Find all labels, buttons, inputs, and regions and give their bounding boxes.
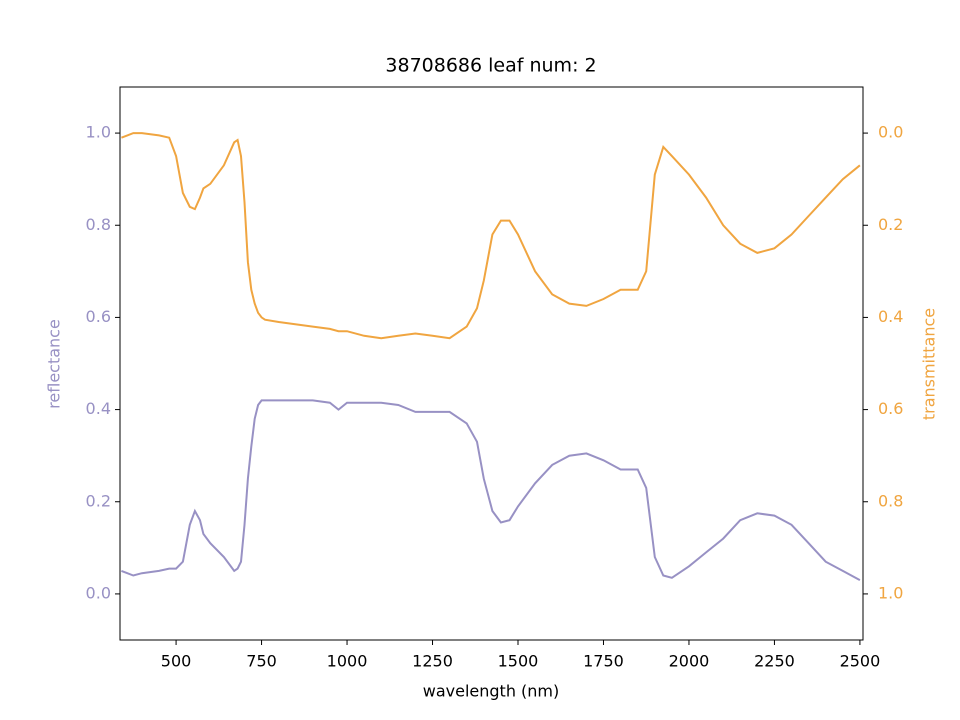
y-tick-label: 0.6 [86,307,111,326]
x-tick-label: 1500 [498,652,539,671]
x-tick-label: 1250 [412,652,453,671]
y2-tick-label: 0.8 [878,491,903,510]
x-tick-label: 2500 [840,652,881,671]
x-tick-label: 750 [246,652,277,671]
x-tick-label: 2250 [754,652,795,671]
y2-tick-label: 0.4 [878,307,903,326]
y-tick-label: 0.0 [86,583,111,602]
y-tick-label: 0.2 [86,491,111,510]
y-tick-label: 0.4 [86,399,111,418]
y2-tick-label: 0.2 [878,215,903,234]
y2-tick-label: 1.0 [878,583,903,602]
series-line [121,132,861,340]
y-axis-label: reflectance [45,319,64,409]
y2-axis-label: transmittance [920,308,939,420]
x-tick-label: 1750 [583,652,624,671]
y-tick-label: 1.0 [86,123,111,142]
y2-tick-label: 0.6 [878,399,903,418]
chart-title: 38708686 leaf num: 2 [385,55,596,77]
x-tick-label: 2000 [669,652,710,671]
y-tick-label: 0.8 [86,215,111,234]
x-tick-label: 1000 [327,652,368,671]
series-line [121,399,861,581]
x-tick-label: 500 [161,652,192,671]
x-axis-label: wavelength (nm) [423,682,560,701]
plot-frame [119,86,864,641]
y2-tick-label: 0.0 [878,123,903,142]
